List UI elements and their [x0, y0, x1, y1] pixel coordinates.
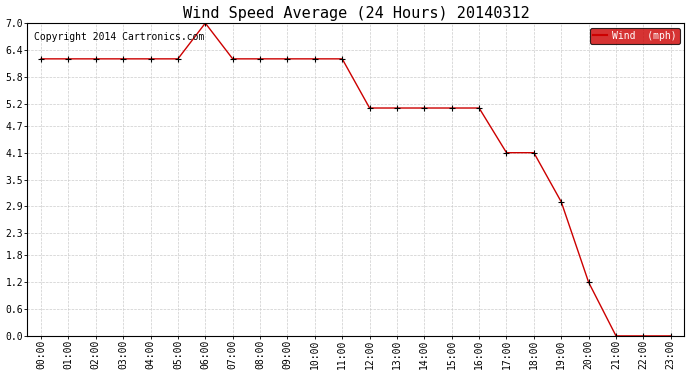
Text: Copyright 2014 Cartronics.com: Copyright 2014 Cartronics.com [34, 33, 204, 42]
Title: Wind Speed Average (24 Hours) 20140312: Wind Speed Average (24 Hours) 20140312 [183, 6, 529, 21]
Legend: Wind  (mph): Wind (mph) [590, 28, 680, 44]
